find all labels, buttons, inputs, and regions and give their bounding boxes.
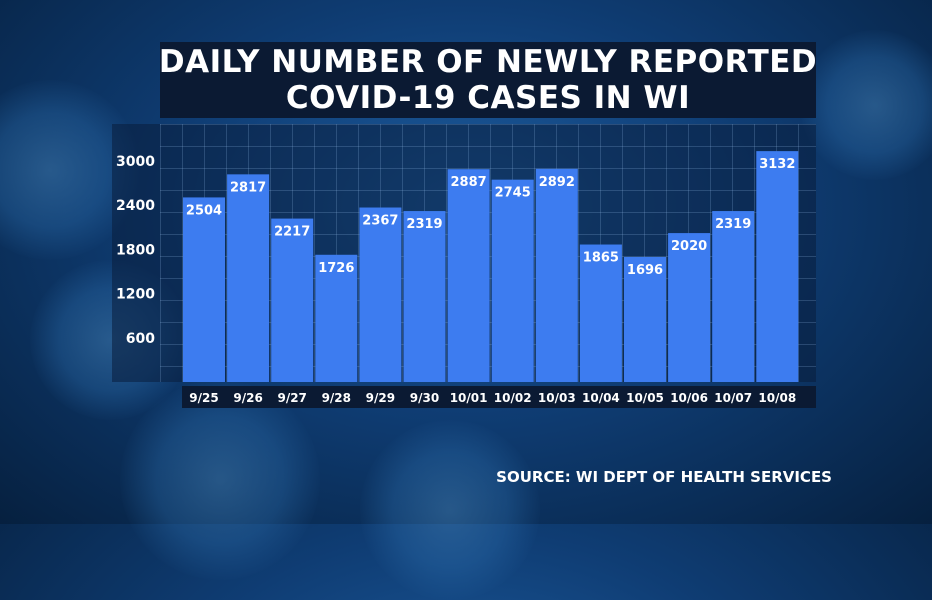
- y-tick-label: 600: [126, 331, 155, 347]
- title-line-2: COVID-19 CASES IN WI: [285, 80, 691, 116]
- x-tick-label: 10/01: [450, 391, 488, 405]
- bar-9-27: [271, 218, 314, 382]
- x-tick-label: 10/04: [582, 391, 620, 405]
- bar-10-03: [535, 168, 578, 382]
- data-label: 1865: [583, 251, 619, 266]
- y-tick-label: 3000: [116, 154, 155, 170]
- bar-10-05: [624, 256, 666, 382]
- bar-9-29: [359, 207, 402, 382]
- x-tick-label: 9/28: [322, 391, 351, 405]
- x-tick-label: 9/25: [189, 391, 218, 405]
- x-tick-label: 9/29: [366, 391, 395, 405]
- chart-title: DAILY NUMBER OF NEWLY REPORTED COVID-19 …: [158, 42, 818, 118]
- bar-10-02: [491, 179, 534, 382]
- x-tick-label: 9/30: [410, 391, 439, 405]
- x-axis-panel: [182, 386, 816, 408]
- bar-9-26: [227, 174, 270, 382]
- bar-10-04: [579, 244, 622, 382]
- bar-10-06: [668, 233, 711, 382]
- y-tick-label: 2400: [116, 198, 155, 214]
- x-tick-label: 10/07: [714, 391, 752, 405]
- data-label: 2745: [495, 186, 531, 201]
- x-tick-label: 10/05: [626, 391, 664, 405]
- data-label: 2887: [451, 175, 487, 190]
- source-note: SOURCE: WI DEPT OF HEALTH SERVICES: [496, 468, 832, 486]
- bar-chart: 600 1200 1800 2400 3000 2504 9/25 2817 9/26 2217 9…: [116, 151, 799, 405]
- data-label: 2892: [539, 175, 575, 190]
- data-label: 3132: [759, 157, 795, 172]
- y-axis-panel: [112, 124, 160, 382]
- data-label: 1696: [627, 263, 663, 278]
- bar-9-25: [183, 197, 225, 382]
- x-tick-label: 10/06: [670, 391, 708, 405]
- data-label: 1726: [318, 261, 354, 276]
- x-tick-label: 10/02: [494, 391, 532, 405]
- data-label: 2217: [274, 225, 310, 240]
- bar-9-28: [315, 254, 358, 382]
- x-tick-label: 10/08: [758, 391, 796, 405]
- title-line-1: DAILY NUMBER OF NEWLY REPORTED: [158, 44, 818, 80]
- bar-10-01: [447, 169, 490, 382]
- data-label: 2367: [362, 214, 398, 229]
- data-label: 2020: [671, 239, 707, 254]
- data-label: 2504: [186, 203, 222, 218]
- y-tick-label: 1200: [116, 287, 155, 303]
- bar-9-30: [403, 211, 446, 382]
- y-tick-label: 1800: [116, 242, 155, 258]
- x-tick-label: 9/27: [277, 391, 306, 405]
- bar-10-07: [712, 211, 755, 382]
- x-tick-label: 9/26: [233, 391, 262, 405]
- x-tick-label: 10/03: [538, 391, 576, 405]
- bar-10-08: [756, 151, 799, 382]
- virus-decoration-5: [800, 30, 932, 180]
- data-label: 2319: [406, 217, 442, 232]
- data-label: 2319: [715, 217, 751, 232]
- data-label: 2817: [230, 180, 266, 195]
